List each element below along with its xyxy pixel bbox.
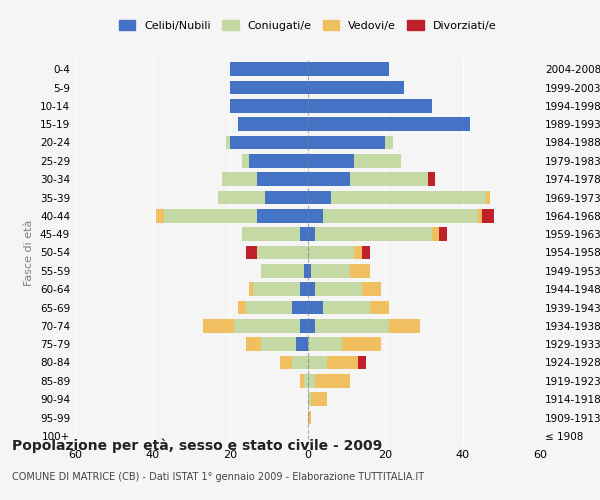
Bar [308, 228, 315, 241]
Bar [315, 374, 350, 388]
Bar [203, 319, 234, 332]
Bar [323, 300, 370, 314]
Bar [257, 172, 308, 186]
Bar [300, 228, 308, 241]
Bar [350, 172, 428, 186]
Bar [478, 209, 482, 222]
Bar [350, 264, 370, 278]
Bar [230, 80, 308, 94]
Bar [358, 356, 365, 370]
Bar [315, 228, 431, 241]
Bar [389, 319, 420, 332]
Bar [428, 172, 436, 186]
Y-axis label: Fasce di età: Fasce di età [25, 220, 34, 286]
Bar [245, 338, 261, 351]
Bar [308, 62, 389, 76]
Bar [238, 300, 245, 314]
Bar [308, 356, 327, 370]
Bar [250, 154, 308, 168]
Bar [354, 246, 362, 260]
Bar [250, 282, 253, 296]
Bar [242, 228, 300, 241]
Bar [292, 356, 308, 370]
Bar [331, 190, 486, 204]
Bar [308, 300, 323, 314]
Bar [343, 338, 381, 351]
Bar [300, 282, 308, 296]
Bar [486, 190, 490, 204]
Bar [230, 62, 308, 76]
Bar [308, 338, 343, 351]
Bar [308, 410, 311, 424]
Bar [308, 172, 350, 186]
Bar [304, 264, 308, 278]
Text: Popolazione per età, sesso e stato civile - 2009: Popolazione per età, sesso e stato civil… [12, 438, 382, 453]
Bar [385, 136, 393, 149]
Bar [308, 374, 315, 388]
Bar [308, 392, 311, 406]
Bar [238, 118, 308, 131]
Bar [308, 80, 404, 94]
Bar [362, 282, 381, 296]
Bar [230, 136, 308, 149]
Bar [311, 264, 350, 278]
Bar [362, 246, 370, 260]
Bar [300, 374, 304, 388]
Bar [245, 246, 257, 260]
Bar [431, 228, 439, 241]
Bar [439, 228, 447, 241]
Bar [257, 246, 308, 260]
Bar [245, 300, 292, 314]
Bar [234, 319, 300, 332]
Bar [257, 209, 308, 222]
Bar [308, 136, 385, 149]
Text: COMUNE DI MATRICE (CB) - Dati ISTAT 1° gennaio 2009 - Elaborazione TUTTITALIA.IT: COMUNE DI MATRICE (CB) - Dati ISTAT 1° g… [12, 472, 424, 482]
Bar [308, 319, 315, 332]
Bar [354, 154, 401, 168]
Bar [222, 172, 257, 186]
Bar [311, 392, 327, 406]
Bar [230, 99, 308, 112]
Bar [164, 209, 257, 222]
Bar [327, 356, 358, 370]
Bar [280, 356, 292, 370]
Bar [242, 154, 250, 168]
Bar [308, 264, 311, 278]
Bar [300, 319, 308, 332]
Bar [265, 190, 308, 204]
Bar [482, 209, 493, 222]
Bar [218, 190, 265, 204]
Bar [308, 190, 331, 204]
Bar [315, 282, 362, 296]
Bar [323, 209, 478, 222]
Legend: Celibi/Nubili, Coniugati/e, Vedovi/e, Divorziati/e: Celibi/Nubili, Coniugati/e, Vedovi/e, Di… [114, 16, 501, 35]
Bar [261, 264, 304, 278]
Bar [308, 282, 315, 296]
Bar [315, 319, 389, 332]
Bar [304, 374, 308, 388]
Bar [370, 300, 389, 314]
Bar [296, 338, 308, 351]
Bar [226, 136, 230, 149]
Bar [308, 209, 323, 222]
Bar [308, 246, 354, 260]
Bar [308, 99, 431, 112]
Bar [308, 154, 354, 168]
Bar [308, 118, 470, 131]
Bar [261, 338, 296, 351]
Bar [157, 209, 164, 222]
Bar [292, 300, 308, 314]
Bar [253, 282, 300, 296]
